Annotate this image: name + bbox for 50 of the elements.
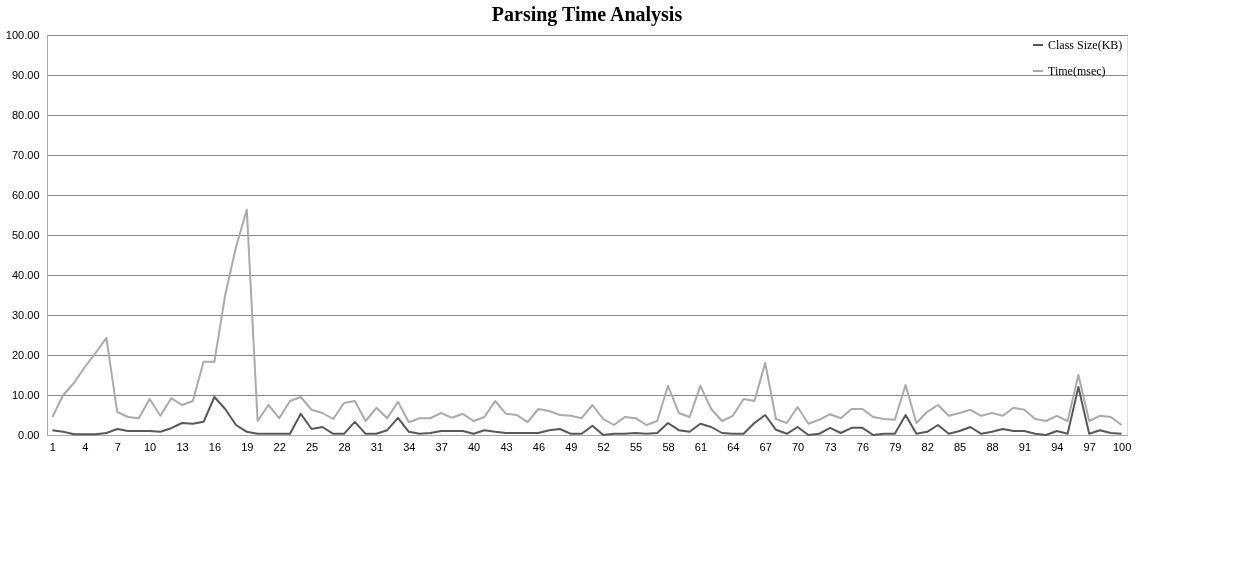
x-tick-label: 34 [403, 440, 416, 453]
y-tick-label: 50.00 [11, 228, 40, 241]
x-tick-label: 82 [921, 440, 934, 453]
y-tick-label: 40.00 [11, 268, 40, 281]
y-tick-label: 80.00 [11, 108, 40, 121]
x-tick-label: 43 [500, 440, 513, 453]
y-tick-label: 0.00 [18, 428, 40, 441]
y-tick-label: 10.00 [11, 388, 40, 401]
legend-label: Class Size(KB) [1048, 38, 1123, 52]
x-tick-label: 25 [305, 440, 319, 453]
x-tick-label: 85 [953, 440, 967, 453]
x-tick-label: 46 [532, 440, 546, 453]
x-tick-label: 55 [629, 440, 643, 453]
y-tick-label: 60.00 [11, 188, 40, 201]
x-tick-label: 76 [856, 440, 870, 453]
x-tick-label: 13 [176, 440, 189, 453]
x-tick-label: 79 [889, 440, 902, 453]
legend-label: Time(msec) [1048, 64, 1106, 78]
x-tick-label: 40 [467, 440, 481, 453]
y-tick-label: 90.00 [11, 68, 40, 81]
y-tick-label: 70.00 [11, 148, 40, 161]
x-tick-label: 10 [143, 440, 157, 453]
line-series [51, 208, 1123, 426]
x-tick-label: 58 [662, 440, 675, 453]
x-tick-label: 94 [1051, 440, 1064, 453]
x-tick-label: 67 [759, 440, 772, 453]
x-tick-label: 31 [370, 440, 384, 453]
x-tick-label: 19 [241, 440, 254, 453]
x-tick-label: 4 [82, 440, 89, 453]
x-tick-label: 7 [114, 440, 121, 453]
x-tick-label: 64 [727, 440, 740, 453]
x-tick-label: 88 [986, 440, 999, 453]
chart-title: Parsing Time Analysis [491, 3, 683, 26]
x-tick-label: 22 [273, 440, 286, 453]
x-tick-label: 61 [694, 440, 708, 453]
x-tick-label: 28 [338, 440, 351, 453]
x-tick-label: 73 [824, 440, 837, 453]
y-tick-label: 30.00 [11, 308, 40, 321]
x-tick-label: 100 [1112, 440, 1132, 453]
x-tick-label: 49 [565, 440, 578, 453]
x-tick-label: 70 [791, 440, 805, 453]
x-tick-label: 91 [1018, 440, 1032, 453]
x-tick-label: 97 [1083, 440, 1096, 453]
line-series [51, 386, 1123, 436]
x-tick-label: 16 [208, 440, 222, 453]
y-tick-label: 100.00 [5, 28, 40, 41]
x-tick-label: 52 [597, 440, 610, 453]
x-tick-label: 1 [49, 440, 56, 453]
x-tick-label: 37 [435, 440, 448, 453]
y-tick-label: 20.00 [11, 348, 40, 361]
